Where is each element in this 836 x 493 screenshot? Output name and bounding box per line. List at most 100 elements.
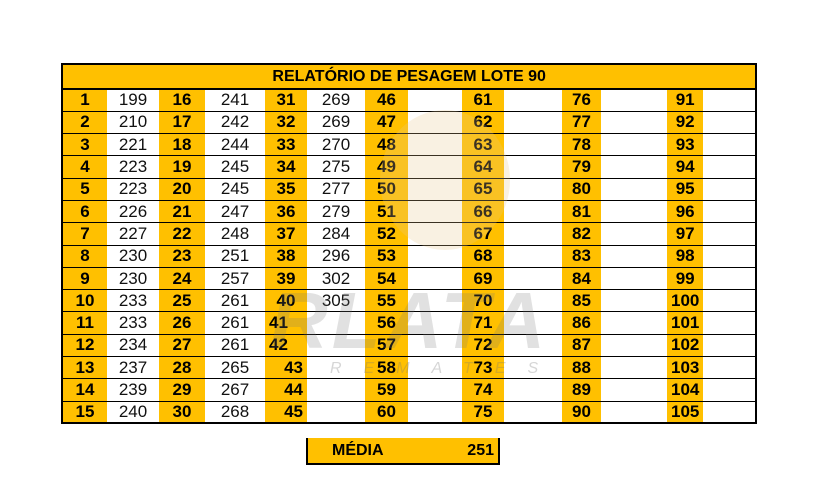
table-row: 14 239 29 267 44 59 74 89 104 [61, 378, 758, 402]
animal-number: 76 [562, 88, 601, 112]
weight-value: 237 [107, 356, 159, 380]
animal-number: 25 [159, 289, 205, 313]
animal-number: 81 [562, 199, 601, 224]
animal-number: 6 [61, 199, 107, 224]
table-row: 11 233 26 261 41 56 71 86 101 [61, 311, 758, 335]
animal-number: 95 [667, 177, 704, 201]
animal-number: 35 [265, 177, 307, 201]
table-row: 15 240 30 268 45 60 75 90 105 [61, 400, 758, 425]
weight-value [601, 133, 667, 157]
weight-value [703, 311, 758, 335]
weight-value [408, 88, 462, 112]
weight-value: 261 [205, 311, 265, 335]
average-label: MÉDIA [332, 441, 384, 459]
weight-value: 221 [107, 133, 159, 157]
animal-number: 97 [667, 222, 704, 246]
animal-number: 5 [61, 177, 107, 201]
animal-number: 78 [562, 133, 601, 157]
weight-value [408, 356, 462, 380]
weight-value: 233 [107, 289, 159, 313]
weight-value [408, 133, 462, 157]
animal-number: 37 [265, 222, 307, 246]
animal-number: 84 [562, 266, 601, 291]
animal-number: 65 [462, 177, 504, 201]
table-row: 9 230 24 257 39 302 54 69 84 99 [61, 266, 758, 291]
animal-number: 30 [159, 400, 205, 425]
animal-number: 100 [667, 289, 704, 313]
table-row: 1 199 16 241 31 269 46 61 76 91 [61, 88, 758, 112]
weight-value: 261 [205, 289, 265, 313]
weight-value [408, 222, 462, 246]
weight-value: 239 [107, 378, 159, 402]
weight-value [601, 222, 667, 246]
animal-number: 57 [365, 333, 408, 358]
weight-value [504, 378, 562, 402]
animal-number: 61 [462, 88, 504, 112]
animal-number: 80 [562, 177, 601, 201]
animal-number: 29 [159, 378, 205, 402]
animal-number: 11 [61, 311, 107, 335]
animal-number: 49 [365, 155, 408, 179]
animal-number: 66 [462, 199, 504, 224]
animal-number: 4 [61, 155, 107, 179]
weight-value: 245 [205, 155, 265, 179]
animal-number: 19 [159, 155, 205, 179]
weight-value [504, 244, 562, 268]
weight-value: 302 [307, 266, 365, 291]
weight-value: 242 [205, 110, 265, 135]
weight-value: 241 [205, 88, 265, 112]
weight-value [601, 400, 667, 425]
animal-number: 34 [265, 155, 307, 179]
weight-value [504, 155, 562, 179]
animal-number: 75 [462, 400, 504, 425]
weight-value: 265 [205, 356, 265, 380]
weight-value: 296 [307, 244, 365, 268]
weight-value [504, 289, 562, 313]
animal-number: 31 [265, 88, 307, 112]
weight-value: 223 [107, 177, 159, 201]
animal-number: 91 [667, 88, 704, 112]
weight-value [408, 289, 462, 313]
animal-number: 69 [462, 266, 504, 291]
weight-value [601, 311, 667, 335]
weight-value [703, 88, 758, 112]
weight-value [703, 266, 758, 291]
animal-number: 70 [462, 289, 504, 313]
weight-value [504, 266, 562, 291]
animal-number: 45 [265, 400, 307, 425]
animal-number: 17 [159, 110, 205, 135]
weight-value [601, 266, 667, 291]
animal-number: 102 [667, 333, 704, 358]
table-row: 2 210 17 242 32 269 47 62 77 92 [61, 110, 758, 135]
animal-number: 82 [562, 222, 601, 246]
weight-value: 234 [107, 333, 159, 358]
weight-value [408, 311, 462, 335]
weight-value [703, 110, 758, 135]
animal-number: 42 [265, 333, 307, 358]
weight-value [601, 88, 667, 112]
weight-value [307, 356, 365, 380]
weight-value [307, 400, 365, 425]
animal-number: 7 [61, 222, 107, 246]
average-row: MÉDIA 251 [306, 438, 500, 465]
weight-value [504, 199, 562, 224]
animal-number: 14 [61, 378, 107, 402]
weight-value [408, 333, 462, 358]
weight-value [601, 177, 667, 201]
weight-value [408, 244, 462, 268]
animal-number: 40 [265, 289, 307, 313]
weight-value: 240 [107, 400, 159, 425]
weight-value [504, 356, 562, 380]
weight-value: 270 [307, 133, 365, 157]
animal-number: 32 [265, 110, 307, 135]
animal-number: 68 [462, 244, 504, 268]
animal-number: 54 [365, 266, 408, 291]
weighing-report-table: RELATÓRIO DE PESAGEM LOTE 90 1 199 16 241 31… [60, 63, 758, 425]
animal-number: 74 [462, 378, 504, 402]
weight-value [601, 155, 667, 179]
animal-number: 21 [159, 199, 205, 224]
animal-number: 20 [159, 177, 205, 201]
animal-number: 62 [462, 110, 504, 135]
weight-value [504, 88, 562, 112]
animal-number: 98 [667, 244, 704, 268]
